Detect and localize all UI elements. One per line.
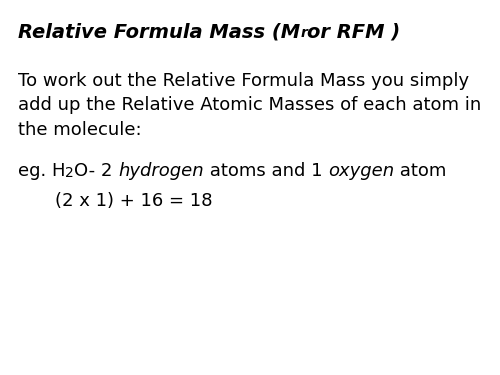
Text: eg. H: eg. H: [18, 162, 66, 180]
Text: Relative Formula Mass (M: Relative Formula Mass (M: [18, 22, 300, 41]
Text: atoms and 1: atoms and 1: [204, 162, 328, 180]
Text: r: r: [300, 26, 307, 40]
Text: hydrogen: hydrogen: [118, 162, 204, 180]
Text: oxygen: oxygen: [328, 162, 394, 180]
Text: (2 x 1) + 16 = 18: (2 x 1) + 16 = 18: [55, 192, 212, 210]
Text: 2: 2: [66, 166, 74, 180]
Text: O- 2: O- 2: [74, 162, 118, 180]
Text: or RFM ): or RFM ): [307, 22, 400, 41]
Text: atom: atom: [394, 162, 447, 180]
Text: To work out the Relative Formula Mass you simply
add up the Relative Atomic Mass: To work out the Relative Formula Mass yo…: [18, 72, 481, 139]
